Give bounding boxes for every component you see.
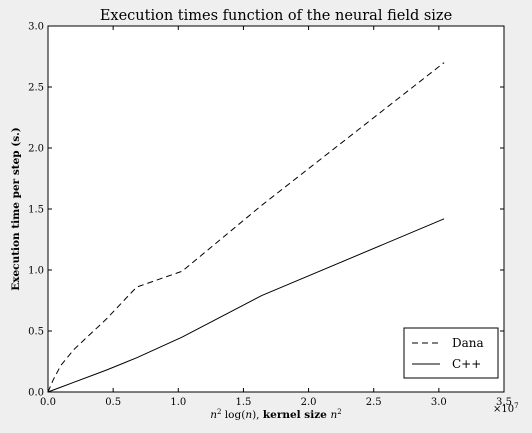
x-axis-multiplier: ×107 <box>493 402 519 415</box>
legend-label: C++ <box>452 357 481 371</box>
x-tick-label: 2.5 <box>366 397 382 408</box>
legend-box <box>403 327 499 379</box>
x-tick-label: 2.0 <box>301 397 317 408</box>
y-tick-label: 0.0 <box>28 388 44 399</box>
y-tick-label: 0.5 <box>28 327 44 338</box>
series-group <box>47 62 445 393</box>
y-tick-label: 2.0 <box>28 144 44 155</box>
y-tick-label: 3.0 <box>28 22 44 33</box>
series-line-dana <box>47 62 445 393</box>
legend-label: Dana <box>452 336 484 350</box>
x-tick-label: 0.5 <box>105 397 121 408</box>
x-axis-label: n2 log(n), kernel size n2 <box>210 408 342 421</box>
chart-title: Execution times function of the neural f… <box>100 8 452 24</box>
axis-ticks: 0.0 0.5 1.0 1.5 2.0 2.5 3.0 3.5 0.0 0.5 1.0 1.5 2.0 2… <box>28 22 512 409</box>
y-axis-label: Execution time per step (s.) <box>10 127 22 291</box>
y-tick-label: 1.5 <box>28 205 44 216</box>
y-tick-label: 1.0 <box>28 266 44 277</box>
series-line-c- <box>47 218 445 393</box>
x-tick-label: 1.5 <box>235 397 251 408</box>
x-tick-label: 3.0 <box>431 397 447 408</box>
legend: Dana C++ <box>403 327 499 379</box>
x-tick-label: 1.0 <box>170 397 186 408</box>
y-tick-label: 2.5 <box>28 83 44 94</box>
x-tick-label: 0.0 <box>40 397 56 408</box>
legend-entries: Dana C++ <box>412 336 484 371</box>
x-tick-label: 3.5 <box>496 397 512 408</box>
